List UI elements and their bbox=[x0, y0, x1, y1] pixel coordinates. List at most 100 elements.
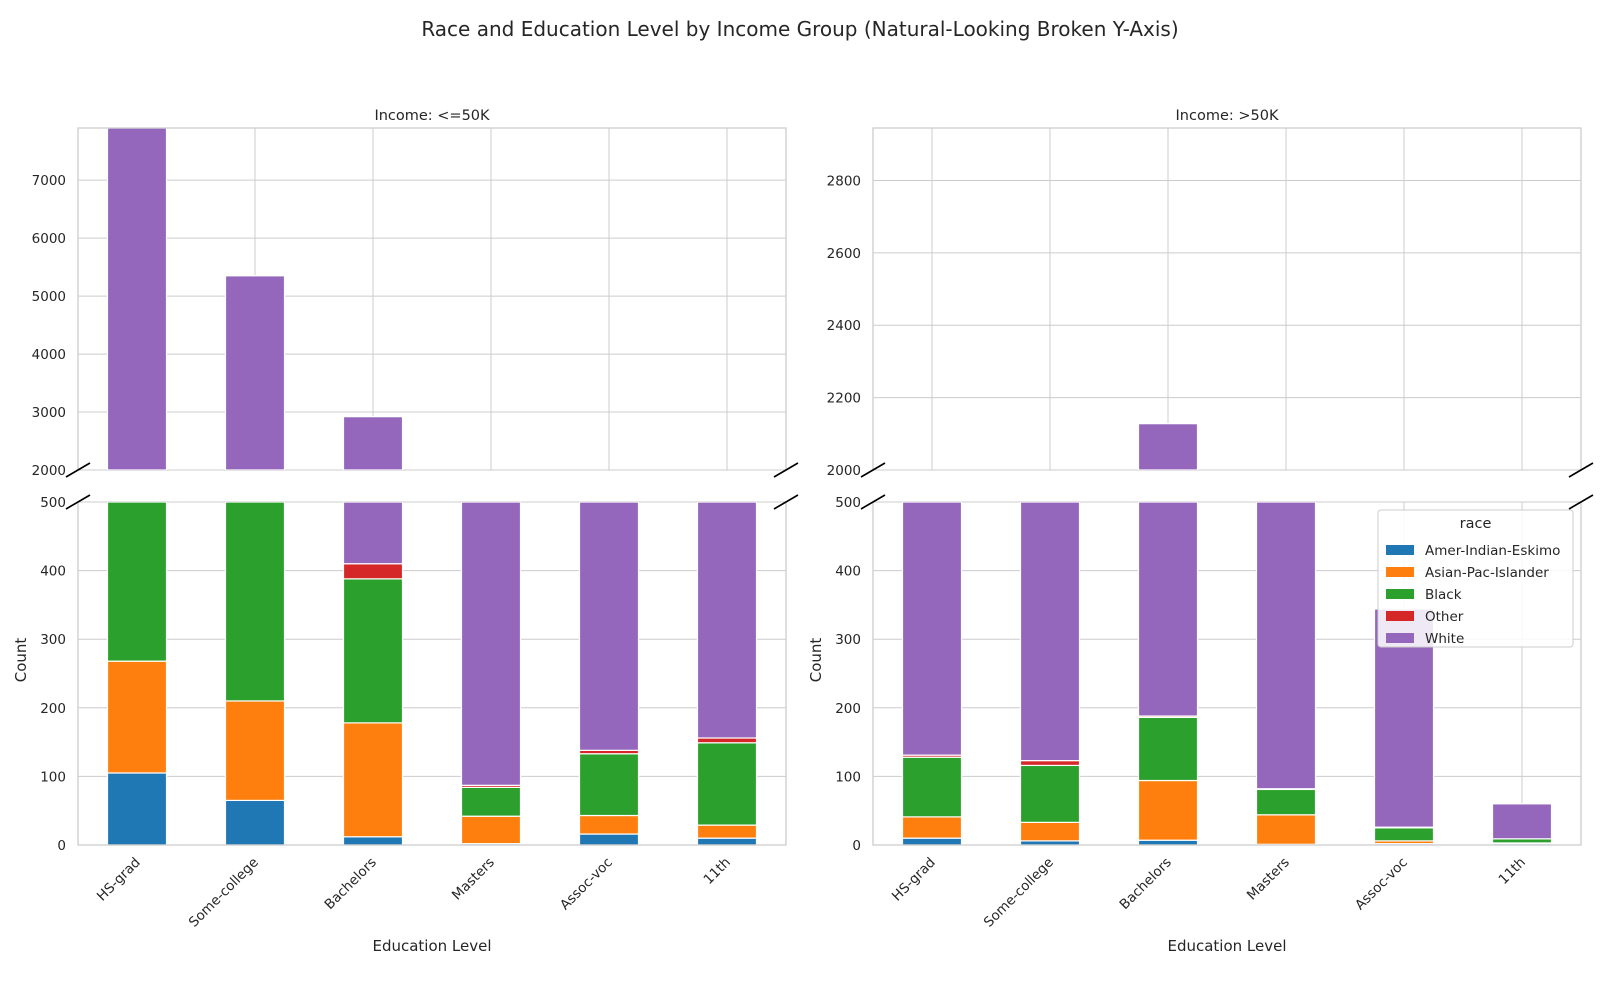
legend-swatch-white bbox=[1386, 633, 1414, 643]
y-tick-label: 0 bbox=[852, 838, 861, 854]
bar-white bbox=[106, 128, 168, 470]
y-tick-label: 2000 bbox=[827, 463, 861, 479]
y-tick-label: 300 bbox=[835, 632, 861, 648]
x-tick-label: Masters bbox=[1244, 855, 1293, 904]
grid bbox=[78, 128, 786, 846]
bar-amer-indian-eskimo bbox=[1137, 839, 1199, 845]
bar-white bbox=[224, 275, 286, 470]
bar-white bbox=[1137, 423, 1199, 470]
legend-title: race bbox=[1460, 516, 1492, 532]
x-axis-label: Education Level bbox=[372, 937, 491, 955]
bar-asian-pac-islander bbox=[106, 660, 168, 774]
grid bbox=[873, 128, 1581, 846]
axis-break-mark bbox=[65, 494, 91, 510]
x-tick-label: Assoc-voc bbox=[557, 855, 616, 914]
y-tick-label: 200 bbox=[835, 701, 861, 717]
axis-break-mark bbox=[773, 462, 799, 478]
y-tick-label: 100 bbox=[40, 769, 66, 785]
bar-asian-pac-islander bbox=[224, 700, 286, 802]
axis-frame-upper bbox=[77, 127, 787, 470]
panel-1: Income: <=50K 2000 3000 4000 5000 6000 7000 0 10… bbox=[12, 108, 799, 955]
y-tick-label: 2400 bbox=[827, 318, 861, 334]
bar-black bbox=[901, 756, 963, 818]
y-axis-label: Count bbox=[12, 638, 30, 683]
bar-black bbox=[460, 786, 522, 817]
bar-black bbox=[342, 578, 404, 724]
bar-white bbox=[1137, 502, 1199, 717]
bar-black bbox=[1137, 716, 1199, 782]
bar-white bbox=[342, 502, 404, 565]
bar-asian-pac-islander bbox=[578, 814, 640, 835]
axis-frame-lower bbox=[872, 502, 1582, 846]
panel-2: Income: >50K 2000 2200 2400 2600 2800 0 100 200 3… bbox=[807, 108, 1594, 955]
y-tick-label: 200 bbox=[40, 701, 66, 717]
x-tick-label: Assoc-voc bbox=[1352, 855, 1411, 914]
bar-amer-indian-eskimo bbox=[901, 837, 963, 845]
legend-swatch-asian-pac-islander bbox=[1386, 567, 1414, 577]
x-axis-label: Education Level bbox=[1167, 937, 1286, 955]
panel-title: Income: <=50K bbox=[374, 108, 490, 124]
x-tick-label: Masters bbox=[449, 855, 498, 904]
legend-swatch-amer-indian-eskimo bbox=[1386, 545, 1414, 555]
y-tick-label: 2000 bbox=[32, 463, 66, 479]
bar-amer-indian-eskimo bbox=[106, 772, 168, 845]
x-tick-label: Bachelors bbox=[1117, 855, 1175, 913]
bar-amer-indian-eskimo bbox=[696, 837, 758, 845]
bar-black bbox=[578, 753, 640, 817]
axis-break-mark bbox=[773, 494, 799, 510]
bars-upper bbox=[106, 128, 404, 470]
axis-break-mark bbox=[860, 494, 886, 510]
bar-other bbox=[1019, 760, 1081, 767]
y-tick-label: 4000 bbox=[32, 347, 66, 363]
bar-white bbox=[1491, 803, 1553, 840]
legend-entry-other: Other bbox=[1425, 609, 1464, 625]
bars-lower bbox=[106, 502, 758, 845]
x-tick-label: 11th bbox=[701, 855, 734, 888]
bar-amer-indian-eskimo bbox=[224, 799, 286, 845]
chart-title: Race and Education Level by Income Group… bbox=[421, 17, 1178, 41]
y-axis-label: Count bbox=[807, 638, 825, 683]
legend-entry-amer-indian-eskimo: Amer-Indian-Eskimo bbox=[1425, 543, 1560, 559]
y-tick-label: 300 bbox=[40, 632, 66, 648]
legend-entry-black: Black bbox=[1425, 587, 1462, 603]
bar-other bbox=[696, 737, 758, 744]
bar-amer-indian-eskimo bbox=[578, 833, 640, 845]
bar-white bbox=[460, 502, 522, 786]
bar-black bbox=[106, 502, 168, 662]
y-tick-label: 500 bbox=[835, 495, 861, 511]
bar-black bbox=[224, 502, 286, 702]
x-tick-label: 11th bbox=[1496, 855, 1529, 888]
y-tick-label: 3000 bbox=[32, 405, 66, 421]
bar-other bbox=[342, 563, 404, 580]
y-tick-label: 2200 bbox=[827, 391, 861, 407]
legend-entry-white: White bbox=[1425, 631, 1464, 647]
bar-black bbox=[1019, 764, 1081, 823]
x-tick-label: Bachelors bbox=[322, 855, 380, 913]
bars-upper bbox=[1137, 423, 1199, 470]
x-tick-label: Some-college bbox=[186, 855, 262, 931]
panel-title: Income: >50K bbox=[1176, 108, 1279, 124]
bar-asian-pac-islander bbox=[696, 824, 758, 839]
y-tick-label: 100 bbox=[835, 769, 861, 785]
bar-black bbox=[1491, 838, 1553, 844]
y-tick-label: 400 bbox=[835, 564, 861, 580]
bar-white bbox=[1019, 502, 1081, 762]
bar-white bbox=[1255, 502, 1317, 790]
bar-white bbox=[342, 416, 404, 470]
legend-entry-asian-pac-islander: Asian-Pac-Islander bbox=[1425, 565, 1549, 581]
bar-asian-pac-islander bbox=[1255, 814, 1317, 845]
y-tick-label: 2800 bbox=[827, 173, 861, 189]
bar-asian-pac-islander bbox=[1019, 821, 1081, 842]
bar-amer-indian-eskimo bbox=[342, 836, 404, 845]
legend-swatch-black bbox=[1386, 589, 1414, 599]
y-tick-label: 6000 bbox=[32, 231, 66, 247]
bar-asian-pac-islander bbox=[460, 815, 522, 845]
legend: race Amer-Indian-Eskimo Asian-Pac-Islander… bbox=[1377, 509, 1574, 648]
y-tick-label: 500 bbox=[40, 495, 66, 511]
axis-break-mark bbox=[1568, 494, 1594, 510]
bar-white bbox=[578, 502, 640, 751]
y-tick-label: 400 bbox=[40, 564, 66, 580]
bar-asian-pac-islander bbox=[1137, 779, 1199, 841]
bar-asian-pac-islander bbox=[901, 816, 963, 839]
